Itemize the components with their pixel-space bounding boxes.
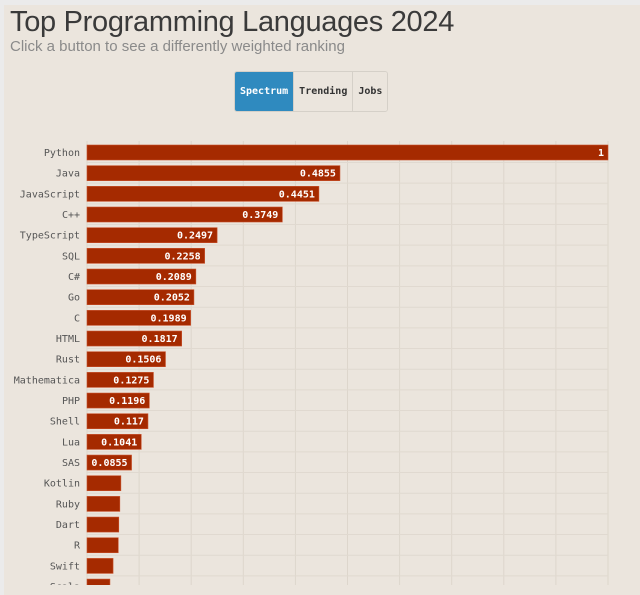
category-label: C++ <box>62 210 80 221</box>
value-label: 0.2089 <box>156 272 192 283</box>
bar <box>86 310 191 326</box>
jobs-button[interactable]: Jobs <box>353 72 388 111</box>
bar <box>86 578 111 585</box>
ranking-toggle: Spectrum Trending Jobs <box>234 71 389 112</box>
bar <box>86 206 283 223</box>
value-label: 0.1817 <box>142 334 178 345</box>
category-label: SQL <box>62 251 80 262</box>
bar <box>86 144 609 161</box>
value-label: 0.0855 <box>91 458 127 469</box>
category-label: Go <box>68 293 80 304</box>
category-label: Swift <box>50 561 80 572</box>
bar <box>86 392 150 409</box>
value-label: 0.1989 <box>151 313 187 324</box>
value-label: 0.1506 <box>125 355 161 366</box>
spectrum-button[interactable]: Spectrum <box>235 72 295 111</box>
category-label: Java <box>56 169 80 180</box>
page-title: Top Programming Languages 2024 <box>10 6 455 38</box>
category-label: Ruby <box>56 499 80 510</box>
value-label: 0.1275 <box>113 375 149 386</box>
category-label: Rust <box>56 355 80 366</box>
bar <box>86 413 149 430</box>
category-label: Scala <box>50 582 80 585</box>
value-label: 0.2497 <box>177 231 213 242</box>
bar <box>86 434 142 450</box>
category-label: Mathematica <box>14 375 80 386</box>
bar <box>86 289 195 305</box>
value-label: 0.1041 <box>101 437 137 448</box>
category-label: R <box>74 541 81 552</box>
category-label: C# <box>68 272 80 283</box>
category-label: Kotlin <box>44 479 80 490</box>
value-label: 0.4855 <box>300 169 336 180</box>
bar <box>86 330 182 347</box>
category-label: Lua <box>62 437 80 448</box>
bar <box>86 516 120 533</box>
bar <box>86 248 205 264</box>
bar <box>86 351 166 368</box>
category-label: JavaScript <box>20 189 80 200</box>
bar <box>86 268 197 285</box>
trending-button[interactable]: Trending <box>294 72 354 111</box>
bar <box>86 186 320 202</box>
bar <box>86 537 119 554</box>
bar <box>86 558 114 574</box>
bar <box>86 496 121 512</box>
category-label: PHP <box>62 396 80 407</box>
bar <box>86 165 341 181</box>
category-label: Dart <box>56 520 80 531</box>
value-label: 0.4451 <box>279 189 315 200</box>
value-label: 0.2258 <box>165 251 201 262</box>
value-label: 0.1196 <box>109 396 145 407</box>
category-label: SAS <box>62 458 80 469</box>
category-label: C <box>74 313 80 324</box>
value-label: 1 <box>598 148 604 159</box>
value-label: 0.2052 <box>154 293 190 304</box>
bar <box>86 227 218 243</box>
category-label: HTML <box>56 334 80 345</box>
category-label: Python <box>44 148 80 159</box>
page-subtitle: Click a button to see a differently weig… <box>10 38 345 55</box>
bar <box>86 372 154 388</box>
value-label: 0.3749 <box>242 210 278 221</box>
category-label: Shell <box>50 417 80 428</box>
bar <box>86 454 132 471</box>
value-label: 0.117 <box>114 417 144 428</box>
category-label: TypeScript <box>20 231 80 242</box>
bar <box>86 475 122 492</box>
